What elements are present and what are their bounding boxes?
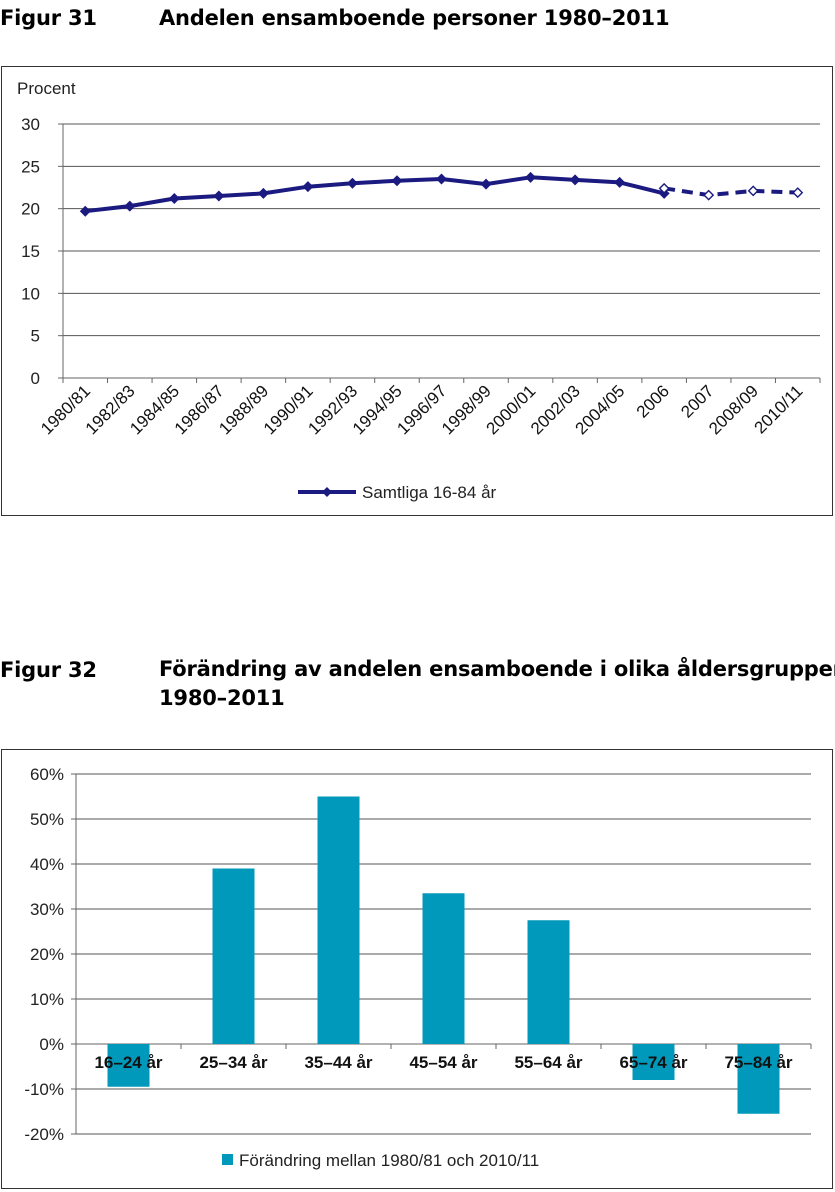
bar	[107, 1044, 150, 1087]
y-tick-label: 60%	[30, 765, 64, 784]
bar	[317, 796, 360, 1044]
figure-31-title: Andelen ensamboende personer 1980–2011	[159, 6, 670, 30]
y-tick-label: 0%	[39, 1035, 64, 1054]
y-axis-label: Procent	[17, 79, 76, 98]
y-tick-label: 10%	[30, 990, 64, 1009]
x-tick-label: 2006	[633, 381, 673, 421]
data-point	[302, 181, 314, 193]
figure-32-heading: Figur 32 Förändring av andelen ensamboen…	[0, 655, 835, 715]
bar-chart-frame: -20% -10% 0% 10% 20% 30% 40% 50% 60% 16–24 år 25–3…	[1, 749, 833, 1189]
x-tick-label: 75–84 år	[724, 1053, 792, 1072]
x-tick-label: 2004/05	[572, 381, 629, 438]
y-tick-label: 10	[21, 284, 40, 303]
data-point	[391, 175, 403, 187]
legend-label: Förändring mellan 1980/81 och 2010/11	[239, 1151, 539, 1170]
y-tick-label: 50%	[30, 810, 64, 829]
series-line-projection	[663, 186, 798, 198]
x-tick-label: 25–34 år	[199, 1053, 267, 1072]
line-chart-frame: Procent 0 5 10 15 20 25 30 1980/81 1982/83 1984/85…	[1, 66, 833, 516]
line-chart: Procent0510152025301980/811982/831984/85…	[17, 79, 821, 502]
y-tick-label: 30	[21, 115, 40, 134]
figure-32-title-line-2: 1980–2011	[159, 686, 285, 710]
y-tick-label: 20%	[30, 945, 64, 964]
bar	[737, 1044, 780, 1114]
y-tick-label: -20%	[24, 1125, 64, 1144]
data-point	[124, 200, 136, 212]
data-point	[257, 187, 269, 199]
x-tick-label: 65–74 år	[619, 1053, 687, 1072]
y-tick-label: 0	[31, 369, 40, 388]
data-point	[436, 173, 447, 185]
data-point	[614, 176, 626, 188]
y-tick-label: 15	[21, 242, 40, 261]
legend-marker	[322, 487, 332, 497]
legend-swatch	[222, 1154, 233, 1165]
x-tick-label: 55–64 år	[514, 1053, 582, 1072]
bar-chart: -20% -10% 0% 10% 20% 30% 40% 50% 60% 16–24 år 25–3…	[24, 765, 812, 1170]
figure-31-heading: Figur 31 Andelen ensamboende personer 19…	[0, 4, 835, 34]
data-point-open	[658, 182, 670, 194]
data-point	[168, 193, 180, 204]
bar	[632, 1044, 675, 1080]
x-tick-label: 2008/09	[705, 381, 762, 438]
data-point	[480, 178, 492, 190]
data-point	[525, 171, 537, 183]
y-tick-label: 40%	[30, 855, 64, 874]
figure-32-title-line-1: Förändring av andelen ensamboende i olik…	[159, 657, 835, 681]
series-line-samtliga	[85, 175, 665, 214]
bar	[212, 868, 255, 1044]
data-point-open	[792, 187, 804, 199]
data-point	[79, 205, 91, 217]
bar	[527, 920, 570, 1044]
x-tick-label: 35–44 år	[304, 1053, 372, 1072]
data-point	[213, 190, 225, 202]
y-tick-label: 25	[21, 157, 40, 176]
figure-31-number: Figur 31	[0, 6, 97, 30]
data-point	[346, 177, 358, 189]
x-tick-label: 45–54 år	[409, 1053, 477, 1072]
x-tick-label: 2010/11	[751, 381, 807, 437]
data-point-open	[747, 185, 759, 197]
x-tick-label: 16–24 år	[94, 1053, 162, 1072]
y-tick-label: 5	[31, 327, 40, 346]
legend-label: Samtliga 16-84 år	[362, 483, 497, 502]
y-tick-label: -10%	[24, 1080, 64, 1099]
x-tick-label: 2007	[677, 381, 717, 421]
data-point	[569, 174, 581, 186]
y-tick-label: 20	[21, 200, 40, 219]
data-point-open	[703, 189, 715, 201]
y-tick-label: 30%	[30, 900, 64, 919]
figure-32-number: Figur 32	[0, 658, 97, 682]
bar	[422, 893, 465, 1044]
